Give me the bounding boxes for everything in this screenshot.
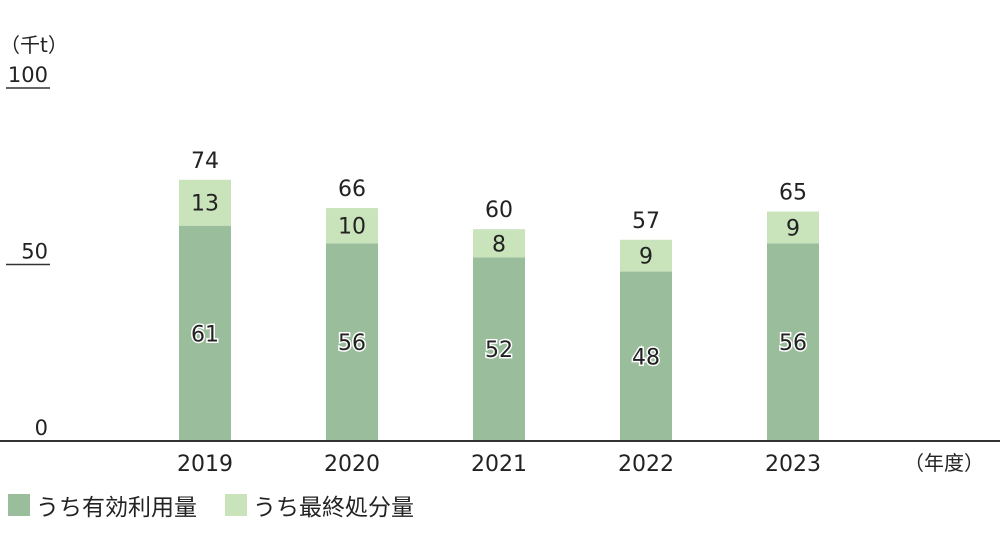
bar-value-label: 10 (338, 215, 366, 240)
bar-value-label: 8 (492, 232, 506, 257)
legend-label-final-disposal: うち最終処分量 (253, 495, 414, 521)
bar-value-label: 48 (632, 345, 660, 370)
bar-total-label: 65 (779, 181, 807, 206)
bar-value-label: 56 (779, 331, 807, 356)
bar-final-disposal (620, 239, 672, 272)
x-axis-labels: 2019 2020 2021 2022 2023 (177, 452, 821, 477)
bar-value-label: 52 (485, 338, 513, 363)
x-tick-label: 2020 (324, 452, 380, 477)
bar-total-label: 66 (338, 177, 366, 202)
bar-final-disposal (767, 211, 819, 244)
bars-group: 61 13 74 56 10 66 52 8 60 48 9 57 56 9 65 (179, 149, 819, 441)
bar-final-disposal (326, 208, 378, 244)
bar-effective-use (179, 225, 231, 441)
bar-value-label: 56 (338, 331, 366, 356)
y-tick-label: 0 (35, 416, 48, 440)
bar-final-disposal (179, 179, 231, 226)
y-axis: 0 50 100 (6, 63, 50, 440)
bar-total-label: 57 (632, 209, 660, 234)
legend-item-effective-use: うち有効利用量 (8, 488, 197, 522)
y-unit-label: （千t） (0, 33, 68, 57)
bar-value-label: 13 (191, 192, 219, 217)
bar-value-label: 61 (191, 322, 219, 347)
bar-total-label: 60 (485, 198, 513, 223)
x-unit-label: （年度） (904, 451, 984, 475)
legend: うち有効利用量 うち最終処分量 (8, 488, 442, 522)
y-tick-label: 100 (8, 63, 48, 87)
legend-label-effective-use: うち有効利用量 (36, 495, 197, 521)
bar-total-label: 74 (191, 149, 219, 174)
x-tick-label: 2019 (177, 452, 233, 477)
legend-swatch-final-disposal (225, 494, 247, 516)
bar-final-disposal (473, 229, 525, 258)
x-tick-label: 2022 (618, 452, 674, 477)
legend-item-final-disposal: うち最終処分量 (225, 488, 414, 522)
bar-value-label: 9 (639, 245, 653, 270)
bar-effective-use (326, 243, 378, 441)
bar-effective-use (620, 271, 672, 441)
legend-swatch-effective-use (8, 494, 30, 516)
bar-effective-use (473, 257, 525, 441)
x-tick-label: 2023 (765, 452, 821, 477)
bar-effective-use (767, 243, 819, 441)
y-tick-label: 50 (21, 240, 48, 264)
bar-value-label: 9 (786, 216, 800, 241)
x-tick-label: 2021 (471, 452, 527, 477)
